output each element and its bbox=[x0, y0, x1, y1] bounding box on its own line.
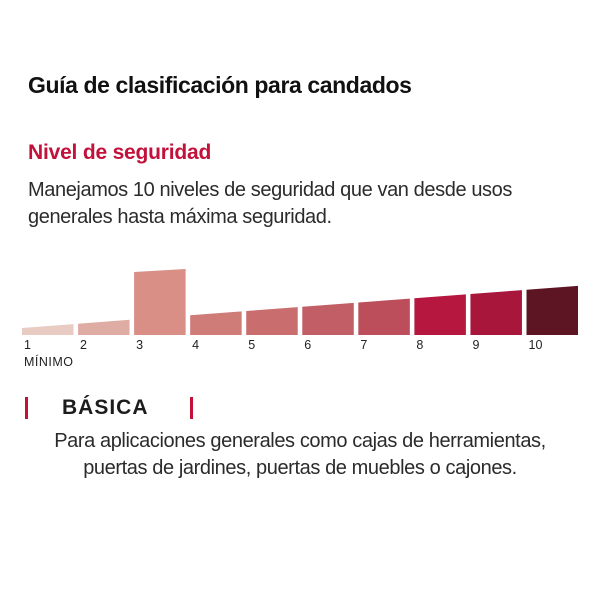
level-description: Para aplicaciones generales como cajas d… bbox=[54, 430, 546, 479]
level-bar-10 bbox=[526, 285, 578, 335]
level-name: BÁSICA bbox=[62, 396, 149, 419]
tick-label-1: 1 bbox=[24, 338, 31, 352]
level-bar-6 bbox=[302, 302, 354, 335]
tick-label-4: 4 bbox=[192, 338, 200, 352]
level-bar-3 bbox=[134, 269, 186, 335]
page-title: Guía de clasificación para candados bbox=[28, 72, 412, 98]
intro-text: Manejamos 10 niveles de seguridad que va… bbox=[28, 179, 512, 228]
tick-label-9: 9 bbox=[472, 338, 480, 352]
right-tick-mark-icon bbox=[189, 397, 193, 419]
security-level-heading: Nivel de seguridad bbox=[28, 141, 212, 164]
tick-label-7: 7 bbox=[360, 338, 368, 352]
tick-label-2: 2 bbox=[80, 338, 87, 352]
level-bar-8 bbox=[414, 294, 466, 335]
level-bar-5 bbox=[246, 307, 298, 335]
tick-label-3: 3 bbox=[136, 338, 144, 352]
left-tick-mark-icon bbox=[25, 397, 28, 419]
security-level-bars bbox=[22, 269, 578, 335]
level-bar-9 bbox=[470, 290, 522, 335]
chart-tick-labels: 1 2 3 4 5 6 7 8 9 10 bbox=[22, 338, 578, 354]
security-level-chart: 1 2 3 4 5 6 7 8 9 10 MÍNIMO bbox=[22, 258, 578, 370]
level-bar-1 bbox=[22, 324, 74, 335]
tick-label-5: 5 bbox=[248, 338, 256, 352]
level-bar-7 bbox=[358, 298, 410, 335]
tick-label-6: 6 bbox=[304, 338, 312, 352]
level-bar-4 bbox=[190, 311, 242, 335]
level-bar-2 bbox=[78, 319, 130, 335]
tick-label-8: 8 bbox=[416, 338, 424, 352]
minimum-label: MÍNIMO bbox=[24, 355, 74, 369]
tick-label-10: 10 bbox=[528, 338, 543, 352]
level-heading: BÁSICA bbox=[25, 395, 193, 421]
